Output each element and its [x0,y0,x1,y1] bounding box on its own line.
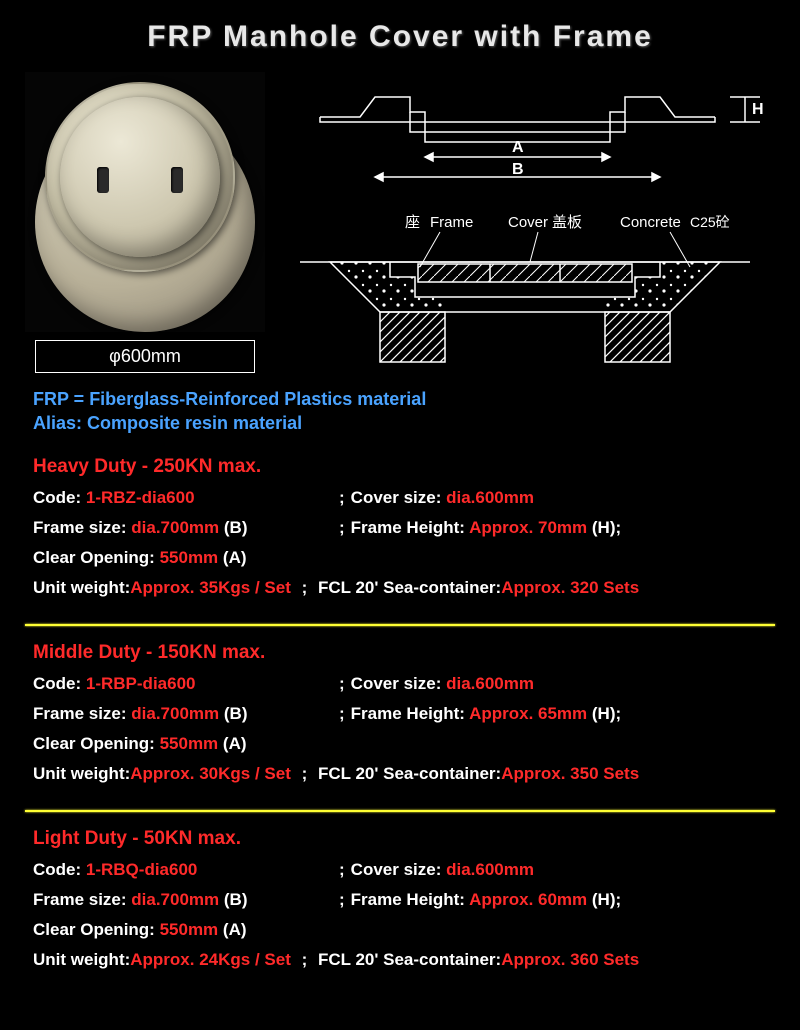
spec-row: Clear Opening: 550mm (A) [33,734,767,754]
dim-A-label: A [512,139,524,156]
lift-slot-icon [97,167,109,193]
spec-row: Frame size: dia.700mm (B) ; Frame Height… [33,518,767,538]
dim-H-label: H [752,101,764,118]
section-title: Light Duty - 50KN max. [33,828,767,850]
cover-label-cn: 盖板 [552,213,582,231]
spec-section: Heavy Duty - 250KN max. Code: 1-RBZ-dia6… [25,450,775,620]
spec-row: Clear Opening: 550mm (A) [33,920,767,940]
material-line2: Alias: Composite resin material [33,411,775,435]
spec-sections: Heavy Duty - 250KN max. Code: 1-RBZ-dia6… [25,450,775,992]
spec-row: Unit weight: Approx. 30Kgs / Set ; FCL 2… [33,764,767,784]
concrete-label-en: Concrete [620,214,681,231]
spec-row: Unit weight: Approx. 24Kgs / Set ; FCL 2… [33,950,767,970]
frame-label-en: Frame [430,214,473,231]
top-row: φ600mm [25,72,775,377]
spec-row: Frame size: dia.700mm (B) ; Frame Height… [33,704,767,724]
frame-label-cn: 座 [405,214,420,231]
spec-section: Light Duty - 50KN max. Code: 1-RBQ-dia60… [25,822,775,992]
diagram-column: H A B 座 Frame Cover 盖板 Concrete C25砼 [285,72,775,377]
page: FRP Manhole Cover with Frame φ600mm [0,0,800,1030]
spec-row: Unit weight: Approx. 35Kgs / Set ; FCL 2… [33,578,767,598]
spec-row: Code: 1-RBP-dia600 ; Cover size: dia.600… [33,674,767,694]
cover-inner-shape [60,97,220,257]
spec-section: Middle Duty - 150KN max. Code: 1-RBP-dia… [25,636,775,806]
section-title: Middle Duty - 150KN max. [33,642,767,664]
material-note: FRP = Fiberglass-Reinforced Plastics mat… [33,387,775,436]
diameter-label: φ600mm [35,340,255,373]
cover-label-en: Cover [508,214,548,231]
section-divider [25,624,775,626]
spec-row: Code: 1-RBQ-dia600 ; Cover size: dia.600… [33,860,767,880]
spec-row: Frame size: dia.700mm (B) ; Frame Height… [33,890,767,910]
product-photo [25,72,265,332]
material-line1: FRP = Fiberglass-Reinforced Plastics mat… [33,387,775,411]
section-divider [25,810,775,812]
concrete-label-cn: C25砼 [690,214,730,230]
lift-slot-icon [171,167,183,193]
technical-diagram: H A B 座 Frame Cover 盖板 Concrete C25砼 [285,72,775,372]
spec-row: Clear Opening: 550mm (A) [33,548,767,568]
photo-column: φ600mm [25,72,265,377]
spec-row: Code: 1-RBZ-dia600 ; Cover size: dia.600… [33,488,767,508]
page-title: FRP Manhole Cover with Frame [25,20,775,54]
dim-B-label: B [512,161,524,178]
section-title: Heavy Duty - 250KN max. [33,456,767,478]
